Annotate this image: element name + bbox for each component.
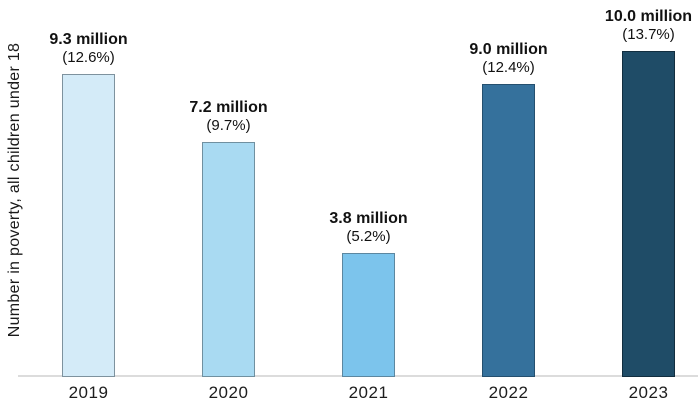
percent-label-2019: (12.6%)	[62, 49, 115, 66]
percent-label-2021: (5.2%)	[346, 228, 391, 245]
x-tick-2019: 2019	[68, 383, 109, 402]
bar-2023	[622, 51, 675, 377]
bar-2019	[62, 74, 115, 377]
value-label-2023: 10.0 million	[604, 8, 693, 25]
bar-2020	[202, 142, 255, 377]
bar-annotation-2019: 9.3 million (12.6%)	[9, 31, 169, 66]
bar-annotation-2021: 3.8 million (5.2%)	[289, 210, 449, 245]
value-label-2019: 9.3 million	[49, 31, 128, 48]
x-tick-2022: 2022	[488, 383, 529, 402]
bar-annotation-2023: 10.0 million (13.7%)	[569, 8, 700, 43]
bar-annotation-2020: 7.2 million (9.7%)	[149, 99, 309, 134]
bar-2021	[342, 253, 395, 377]
percent-label-2022: (12.4%)	[482, 59, 535, 76]
value-label-2021: 3.8 million	[329, 210, 408, 227]
x-tick-2023: 2023	[628, 383, 669, 402]
percent-label-2020: (9.7%)	[206, 117, 251, 134]
percent-label-2023: (13.7%)	[622, 26, 675, 43]
x-tick-2021: 2021	[348, 383, 389, 402]
value-label-2022: 9.0 million	[469, 41, 548, 58]
bar-2022	[482, 84, 535, 377]
value-label-2020: 7.2 million	[189, 99, 268, 116]
bar-annotation-2022: 9.0 million (12.4%)	[429, 41, 589, 76]
x-tick-2020: 2020	[208, 383, 249, 402]
